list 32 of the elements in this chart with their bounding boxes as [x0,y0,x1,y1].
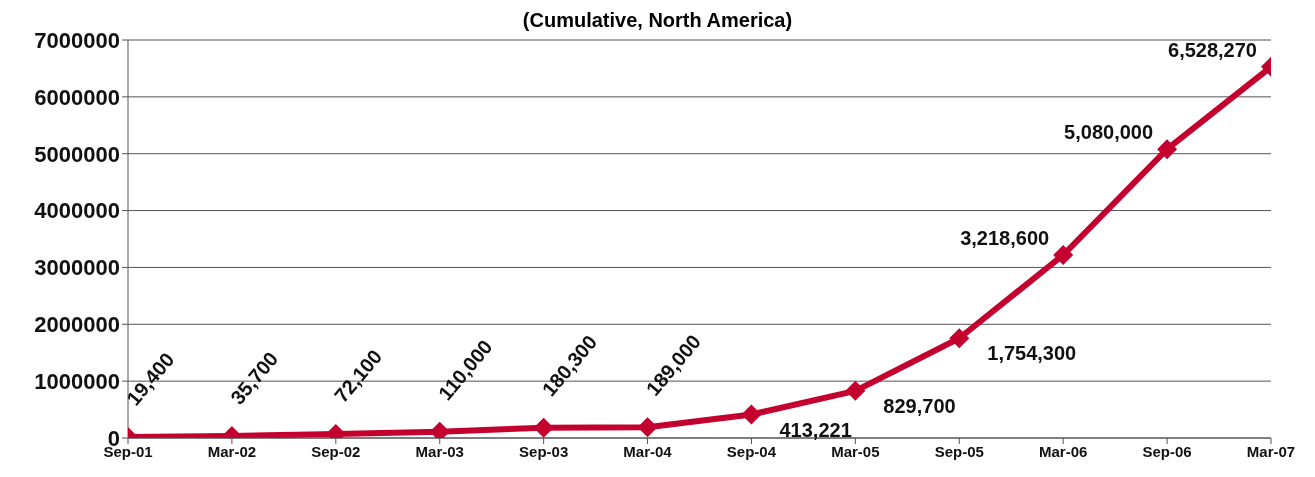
x-tick-label: Sep-04 [726,442,777,460]
point [949,328,970,349]
data-label: 829,700 [883,394,956,417]
x-tick-label: Sep-05 [934,442,984,460]
chart-title: (Cumulative, North America) [522,9,793,31]
x-tick-label: Mar-06 [1039,442,1088,460]
x-tick-label: Mar-04 [623,442,673,460]
data-label: 1,754,300 [987,342,1077,365]
data-label: 5,080,000 [1064,121,1154,144]
x-tick-label: Sep-03 [519,442,569,460]
point [845,380,866,401]
data-label: 413,221 [779,418,852,441]
point [741,404,762,425]
point [533,417,554,438]
x-tick-label: Mar-07 [1246,442,1296,460]
point [637,417,658,438]
x-tick-label: Mar-05 [831,442,880,460]
point [1157,139,1178,160]
y-tick-label: 6000000 [34,84,120,110]
x-tick-label: Sep-06 [1142,442,1192,460]
y-tick-label: 1000000 [34,368,120,394]
data-label: 3,218,600 [960,227,1050,249]
x-tick-label: Mar-03 [415,442,464,460]
data-label: 6,528,270 [1168,38,1257,61]
point [1053,245,1074,265]
y-tick-label: 5000000 [34,141,120,167]
y-tick-label: 7000000 [34,27,120,53]
x-tick-label: Mar-02 [207,442,257,460]
y-tick-label: 3000000 [34,255,120,281]
x-tick-label: Sep-02 [311,442,361,460]
y-tick-label: 2000000 [34,312,120,338]
y-tick-label: 4000000 [34,198,120,224]
